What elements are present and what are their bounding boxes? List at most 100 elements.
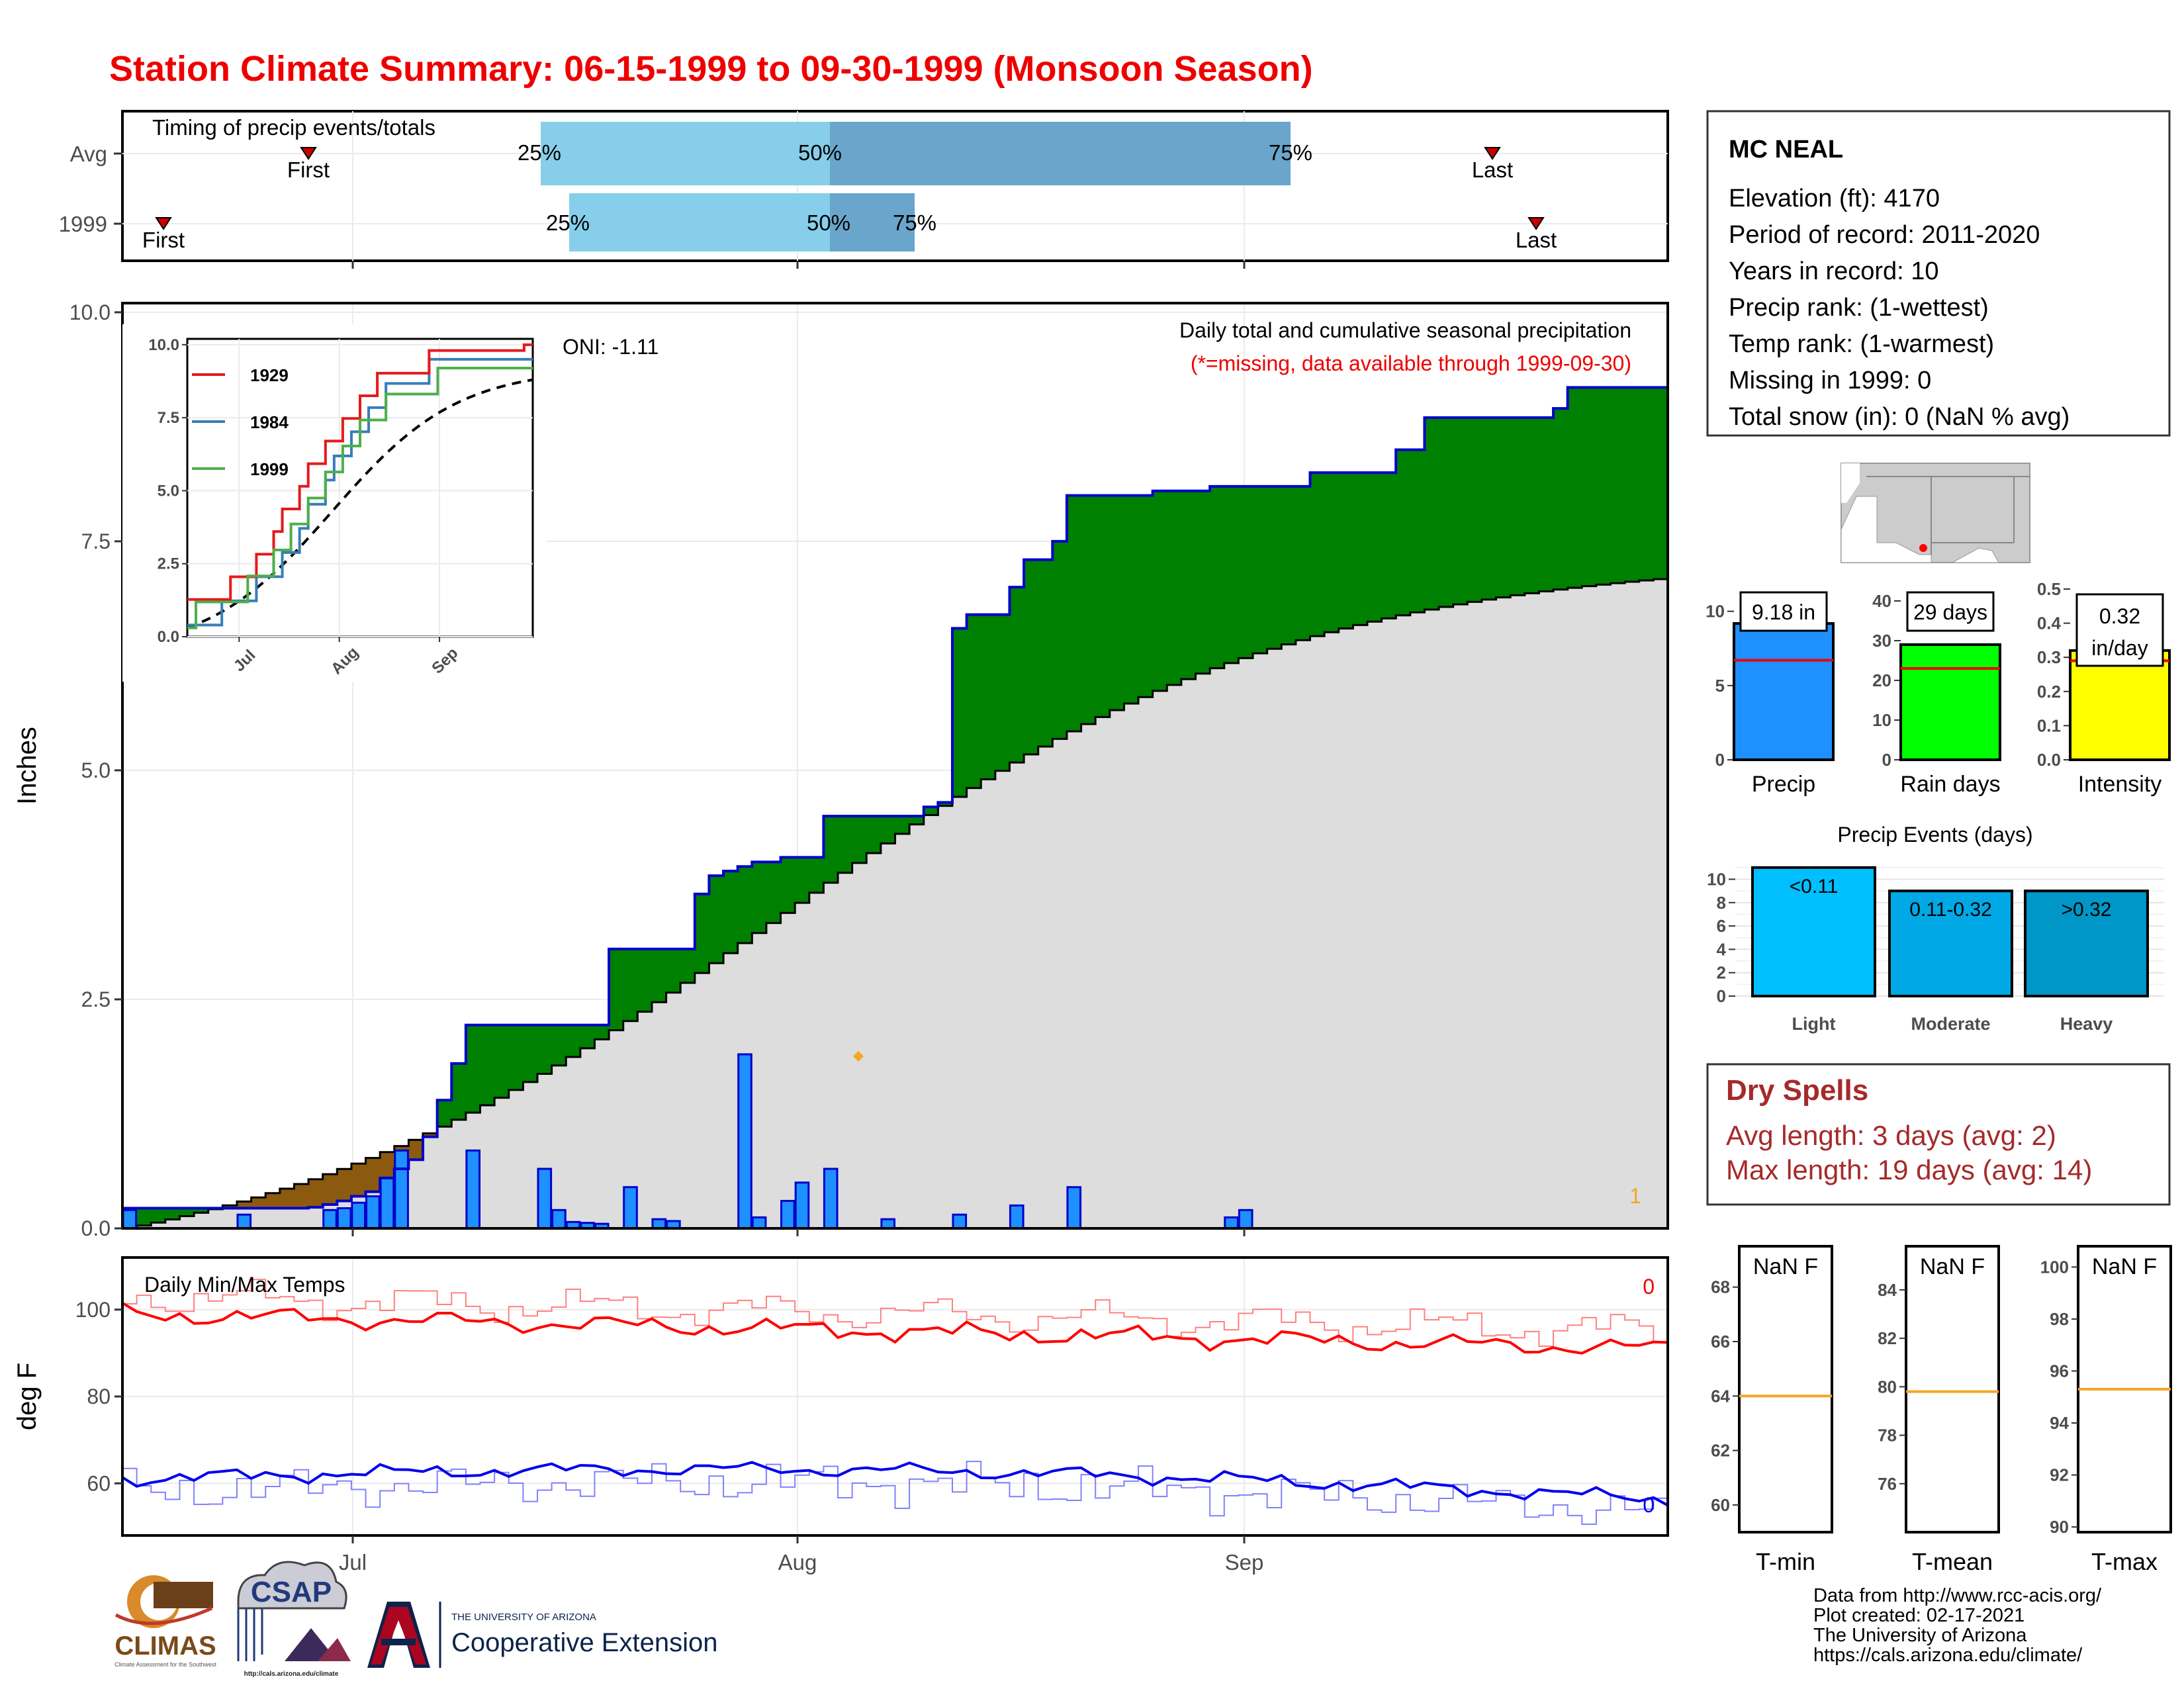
daily-precip-bar [1009, 1204, 1024, 1230]
climas-logo: CLIMAS Climate Assessment for the Southw… [114, 1575, 217, 1668]
timing-row-avg: Avg [70, 142, 107, 166]
dry-spells-title: Dry Spells [1726, 1074, 1868, 1107]
summary-bar-label: Precip [1752, 772, 1815, 797]
precip-panel-title: Daily total and cumulative seasonal prec… [1179, 318, 1631, 342]
min-temp-missing: 0 [1643, 1493, 1655, 1517]
inset-ytick: 2.5 [158, 555, 179, 573]
summary-bar-label: Rain days [1900, 772, 2000, 797]
daily-precip-bar [880, 1218, 896, 1230]
timing-avg-p75: 75% [1269, 140, 1312, 165]
daily-precip-bar [322, 1209, 338, 1230]
timing-avg-p25: 25% [518, 140, 561, 165]
temp-box-ytick: 90 [2050, 1517, 2069, 1537]
summary-bar-label: Intensity [2078, 772, 2162, 797]
summary-ytick: 0.2 [2037, 682, 2061, 702]
summary-ytick: 0 [1882, 750, 1891, 770]
temp-box-ytick: 96 [2050, 1361, 2069, 1381]
csap-logo-text: CSAP [251, 1576, 332, 1608]
summary-bar-rain-days: 0 10 20 30 40 29 days Rain days [1872, 591, 2001, 797]
footer-url: https://cals.arizona.edu/climate/ [1813, 1645, 2083, 1666]
current-cumulative-area [122, 387, 1668, 1227]
ua-logo-big: Cooperative Extension [451, 1628, 717, 1657]
min-temp-line [121, 1461, 1668, 1507]
summary-bar-value: 0.32 [2099, 604, 2140, 628]
daily-precip-bar [236, 1213, 252, 1230]
temp-box-t-max: 90 92 94 96 98 100 NaN F T-max [2040, 1245, 2172, 1575]
temp-box-ytick: 80 [1878, 1377, 1897, 1396]
inset-ytick: 10.0 [148, 336, 179, 354]
temp-box-ytick: 76 [1878, 1474, 1897, 1494]
inset-ytick: 5.0 [158, 482, 179, 500]
temp-boxes: 60 62 64 66 68 NaN F T-min 76 78 80 82 84 NaN F T-mea… [1711, 1245, 2172, 1575]
month-label: Sep [1225, 1550, 1264, 1575]
daily-precip-bar [122, 1209, 138, 1230]
temp-box-ytick: 68 [1711, 1277, 1730, 1297]
timing-avg-first-label: First [287, 158, 330, 182]
temp-box-ytick: 84 [1878, 1280, 1897, 1300]
temp-panel-title: Daily Min/Max Temps [144, 1273, 345, 1297]
inset-1984-line [187, 357, 533, 627]
daily-precip-bar [651, 1218, 667, 1230]
events-ytick: 10 [1707, 869, 1726, 889]
events-bar-moderate [1888, 890, 2013, 998]
daily-precip-bar [379, 1177, 395, 1230]
timing-label: Timing of precip events/totals [152, 115, 435, 140]
summary-bars: 0 5 10 9.18 in Precip 0 10 20 30 40 29 days Rain da… [1706, 579, 2171, 797]
station-years: Years in record: 10 [1729, 257, 1939, 285]
precip-ylabel: Inches [13, 727, 42, 805]
precip-ytick: 2.5 [81, 987, 111, 1011]
temp-ytick: 60 [87, 1471, 111, 1495]
temp-box-ytick: 92 [2050, 1465, 2069, 1485]
daily-precip-bar [1238, 1209, 1253, 1230]
summary-ytick: 10 [1872, 710, 1891, 730]
timing-1999-p50: 50% [807, 210, 850, 235]
summary-ytick: 40 [1872, 591, 1891, 611]
normal-cumulative-area [122, 579, 1668, 1228]
month-label: Jul [339, 1550, 367, 1575]
normal-cumulative-line [122, 578, 1668, 1228]
temp-box-ytick: 64 [1711, 1386, 1730, 1406]
station-precip-rank: Precip rank: (1-wettest) [1729, 294, 1989, 322]
summary-ytick: 20 [1872, 670, 1891, 690]
university-of-arizona-logo: THE UNIVERSITY OF ARIZONA Cooperative Ex… [367, 1602, 717, 1668]
station-temp-rank: Temp rank: (1-warmest) [1729, 330, 1994, 358]
timing-avg-first-marker [300, 147, 317, 160]
station-snow: Total snow (in): 0 (NaN % avg) [1729, 403, 2070, 431]
temp-ytick: 100 [75, 1298, 111, 1322]
temp-box-label: T-mean [1912, 1548, 1993, 1575]
temp-panel: 60 80 100 deg F Daily Min/Max Temps 0 0 Ju… [13, 1256, 1669, 1575]
precip-ytick: 7.5 [81, 529, 111, 553]
summary-bar-rect [2069, 649, 2171, 761]
station-period: Period of record: 2011-2020 [1729, 221, 2040, 249]
timing-panel: Timing of precip events/totals Avg 1999 … [59, 110, 1669, 269]
timing-avg-last-label: Last [1472, 158, 1513, 182]
events-title: Precip Events (days) [1837, 823, 2032, 846]
dry-spells-avg: Avg length: 3 days (avg: 2) [1726, 1120, 2056, 1151]
ua-logo-small: THE UNIVERSITY OF ARIZONA [451, 1612, 596, 1623]
daily-precip-bar [1066, 1186, 1082, 1230]
timing-1999-first-marker [155, 217, 172, 230]
events-bar-heavy [2024, 890, 2149, 998]
timing-1999-p75: 75% [893, 210, 936, 235]
timing-1999-last-label: Last [1516, 228, 1557, 252]
climas-logo-sub: Climate Assessment for the Southwest [114, 1661, 217, 1668]
dry-spells-box: Dry Spells Avg length: 3 days (avg: 2) M… [1706, 1063, 2171, 1206]
temp-box-ytick: 60 [1711, 1495, 1730, 1515]
dry-spells-max: Max length: 19 days (avg: 14) [1726, 1154, 2092, 1185]
summary-ytick: 0 [1715, 750, 1725, 770]
csap-logo: CSAP http://cals.arizona.edu/climate [237, 1561, 351, 1678]
summary-bar-value: 29 days [1913, 600, 1987, 624]
daily-precip-bar [952, 1213, 968, 1230]
daily-precip-bar [336, 1207, 352, 1230]
page-title: Station Climate Summary: 06-15-1999 to 0… [109, 49, 1313, 89]
events-bar-label: >0.32 [2062, 899, 2112, 921]
temp-box-ytick: 78 [1878, 1426, 1897, 1445]
timing-avg-p50: 50% [798, 140, 842, 165]
max-temp-missing: 0 [1643, 1275, 1655, 1299]
station-box: MC NEAL Elevation (ft): 4170 Period of r… [1706, 110, 2171, 437]
temp-box-label: T-min [1756, 1548, 1815, 1575]
missing-count: 1 [1629, 1184, 1641, 1208]
oni-label: ONI: -1.11 [563, 335, 659, 359]
daily-precip-bar [780, 1199, 796, 1230]
